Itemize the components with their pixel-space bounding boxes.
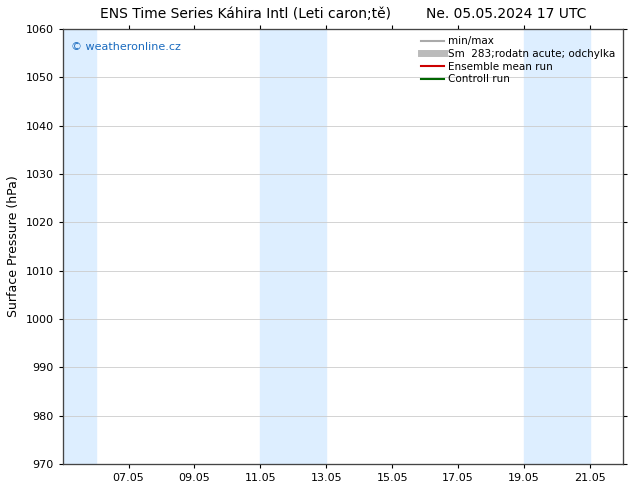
Y-axis label: Surface Pressure (hPa): Surface Pressure (hPa): [7, 176, 20, 318]
Bar: [524, 29, 590, 464]
Text: © weatheronline.cz: © weatheronline.cz: [71, 42, 181, 52]
Bar: [63, 29, 96, 464]
Bar: [261, 29, 327, 464]
Title: ENS Time Series Káhira Intl (Leti caron;tě)        Ne. 05.05.2024 17 UTC: ENS Time Series Káhira Intl (Leti caron;…: [100, 7, 586, 21]
Legend: min/max, Sm  283;rodatn acute; odchylka, Ensemble mean run, Controll run: min/max, Sm 283;rodatn acute; odchylka, …: [419, 34, 618, 86]
